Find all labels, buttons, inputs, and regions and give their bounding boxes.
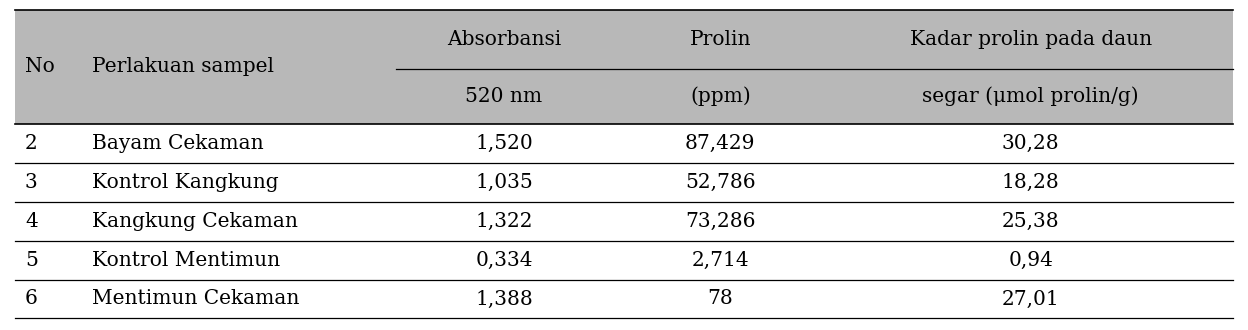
Text: 1,520: 1,520 (475, 134, 533, 153)
Text: No: No (25, 57, 55, 76)
Text: Kontrol Mentimun: Kontrol Mentimun (92, 250, 280, 270)
Text: 6: 6 (25, 289, 37, 309)
Text: 2,714: 2,714 (691, 250, 749, 270)
Text: Prolin: Prolin (690, 30, 751, 49)
Text: 0,94: 0,94 (1008, 250, 1053, 270)
Text: Kangkung Cekaman: Kangkung Cekaman (92, 212, 298, 231)
Text: Absorbansi: Absorbansi (447, 30, 562, 49)
Text: 4: 4 (25, 212, 37, 231)
Text: 1,322: 1,322 (475, 212, 533, 231)
Text: 25,38: 25,38 (1002, 212, 1060, 231)
Text: Kontrol Kangkung: Kontrol Kangkung (92, 173, 278, 192)
Text: Bayam Cekaman: Bayam Cekaman (92, 134, 263, 153)
Text: 2: 2 (25, 134, 37, 153)
Text: 52,786: 52,786 (685, 173, 755, 192)
Text: 3: 3 (25, 173, 37, 192)
Text: 78: 78 (708, 289, 733, 309)
Text: Perlakuan sampel: Perlakuan sampel (92, 57, 273, 76)
Text: 27,01: 27,01 (1002, 289, 1060, 309)
Text: 5: 5 (25, 250, 37, 270)
Text: segar (μmol prolin/g): segar (μmol prolin/g) (922, 86, 1139, 106)
Text: (ppm): (ppm) (690, 86, 750, 106)
Text: 87,429: 87,429 (685, 134, 755, 153)
Text: 18,28: 18,28 (1002, 173, 1060, 192)
Text: Kadar prolin pada daun: Kadar prolin pada daun (910, 30, 1152, 49)
Text: 73,286: 73,286 (685, 212, 755, 231)
Text: 520 nm: 520 nm (466, 87, 543, 106)
Text: Mentimun Cekaman: Mentimun Cekaman (92, 289, 300, 309)
Text: 30,28: 30,28 (1002, 134, 1060, 153)
Text: 1,388: 1,388 (475, 289, 533, 309)
Text: 0,334: 0,334 (475, 250, 533, 270)
Text: 1,035: 1,035 (475, 173, 533, 192)
